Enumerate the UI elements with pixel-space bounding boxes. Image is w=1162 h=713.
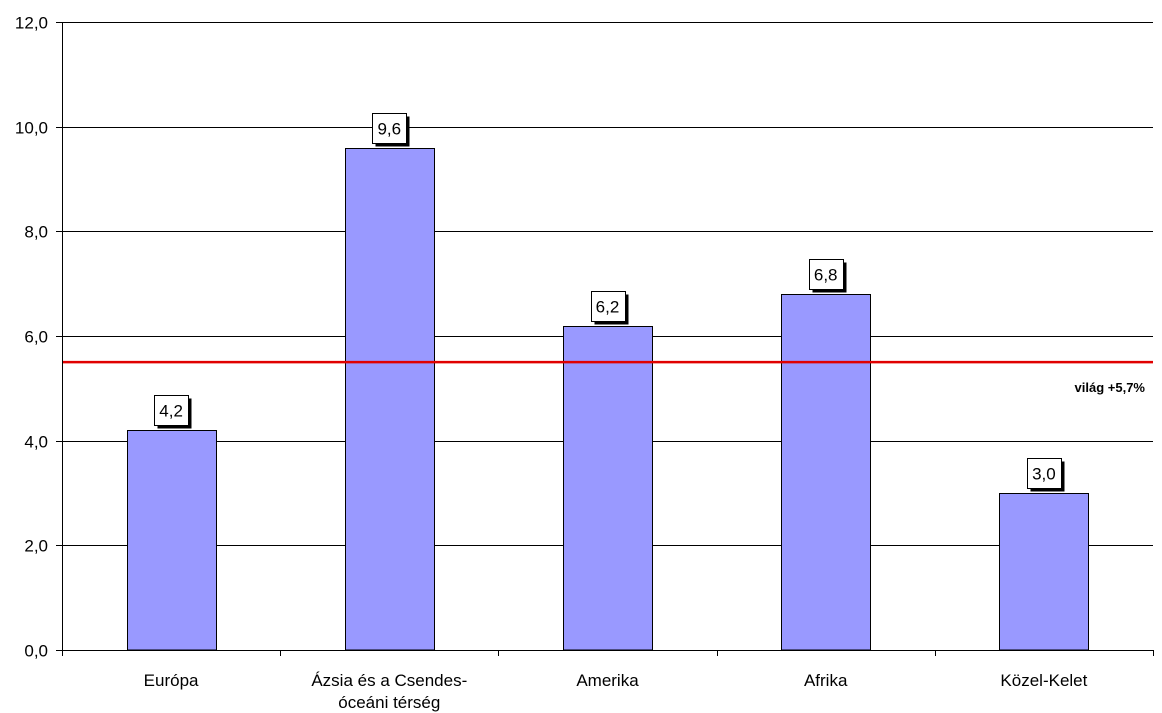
data-label: 6,8 — [814, 266, 838, 285]
data-label: 6,2 — [596, 298, 620, 317]
data-label-box — [372, 113, 407, 144]
x-category-label: Afrika — [804, 671, 848, 690]
bar — [563, 326, 653, 651]
bar — [781, 294, 871, 651]
reference-line-group: világ +5,7% — [62, 360, 1153, 395]
bars — [127, 148, 1089, 651]
data-label: 3,0 — [1032, 465, 1056, 484]
x-category-label: Európa — [144, 671, 199, 690]
y-tick-label: 4,0 — [24, 433, 48, 452]
bar — [345, 148, 435, 651]
data-label-box — [809, 259, 844, 290]
y-tick-label: 8,0 — [24, 223, 48, 242]
x-category-label: Közel-Kelet — [1000, 671, 1087, 690]
data-label: 9,6 — [377, 120, 401, 139]
y-tick-label: 12,0 — [15, 14, 48, 33]
data-label: 4,2 — [159, 402, 183, 421]
x-category-label: óceáni térség — [338, 693, 440, 712]
reference-line-label: világ +5,7% — [1075, 380, 1146, 395]
tick-labels: 0,0 2,0 4,0 6,0 8,0 10,0 12,0 Európa Ázsia és a … — [15, 14, 1088, 713]
y-tick-label: 10,0 — [15, 119, 48, 138]
axes — [56, 22, 1154, 656]
data-label-box — [591, 291, 626, 322]
data-labels: 4,2 9,6 6,2 6,8 3,0 — [154, 113, 1065, 492]
bar — [999, 493, 1089, 651]
data-label-box — [154, 395, 189, 426]
x-category-label: Amerika — [576, 671, 639, 690]
x-category-label: Ázsia és a Csendes- — [311, 671, 467, 690]
y-tick-label: 0,0 — [24, 642, 48, 661]
data-label-box — [1027, 458, 1062, 489]
y-tick-label: 6,0 — [24, 328, 48, 347]
bar — [127, 430, 217, 651]
y-tick-label: 2,0 — [24, 537, 48, 556]
